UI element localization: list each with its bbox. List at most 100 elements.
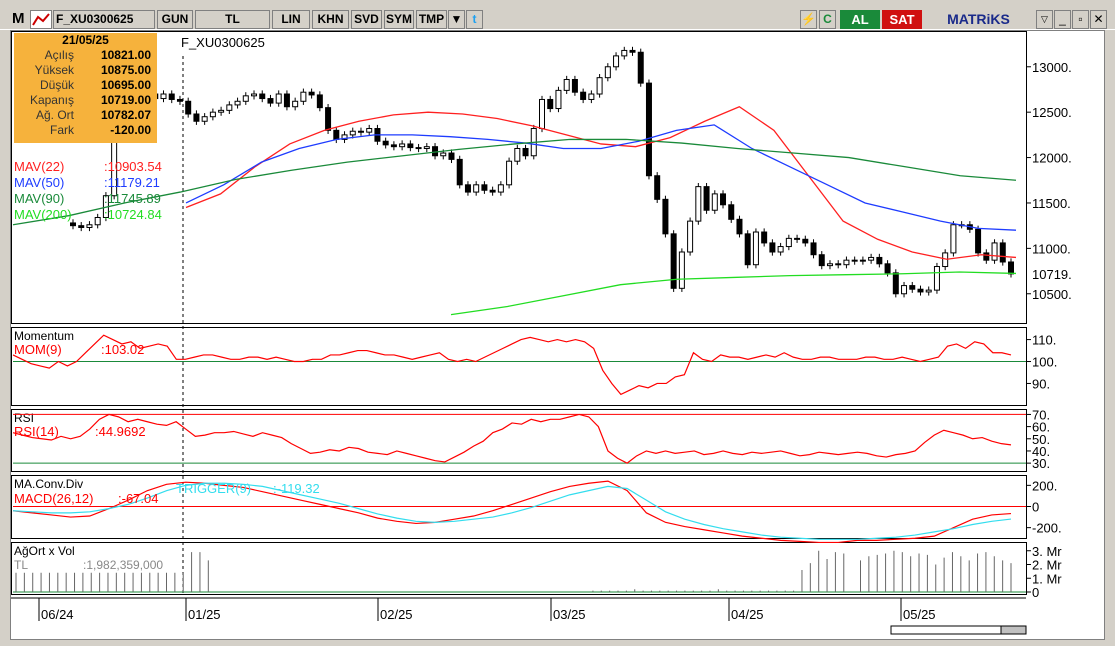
candle <box>423 146 430 149</box>
candle <box>267 98 274 104</box>
info-row: Ağ. Ort 10782.07 <box>14 108 157 123</box>
candle <box>316 94 323 109</box>
date-label: 03/25 <box>553 607 586 622</box>
ma-line-mav22 <box>185 105 1017 260</box>
info-value: 10695.00 <box>100 78 151 92</box>
rsi-line <box>12 413 1012 464</box>
legend-label: MAV(200) <box>14 207 72 222</box>
candle <box>785 237 792 248</box>
info-value: 10719.00 <box>100 93 151 107</box>
candle <box>432 146 439 157</box>
y-tick-label: 11000. <box>1032 241 1071 256</box>
y-tick-label: 13000. <box>1032 60 1072 75</box>
candle <box>349 130 356 136</box>
candle <box>654 175 661 200</box>
candle <box>843 259 850 266</box>
candle <box>613 55 620 68</box>
khn-button[interactable]: KHN <box>312 10 349 29</box>
chart-area: 06/24 01/25 02/25 03/25 04/25 05/25 F_XU030062… <box>10 30 1105 640</box>
currency-button[interactable]: TL <box>195 10 270 29</box>
chart-type-icon[interactable] <box>30 10 52 29</box>
candle <box>506 160 513 186</box>
candle <box>341 134 348 140</box>
refresh-icon[interactable]: C <box>819 10 836 29</box>
candle <box>168 93 175 100</box>
candle <box>802 238 809 244</box>
close-icon[interactable]: ✕ <box>1090 10 1107 29</box>
symbol-box[interactable]: F_XU0300625 <box>53 10 155 29</box>
candle <box>571 78 578 93</box>
candle <box>703 186 710 211</box>
legend-value: :10903.54 <box>104 159 162 174</box>
info-value: 10821.00 <box>100 48 151 62</box>
tmp-button[interactable]: TMP <box>416 10 447 29</box>
candle <box>991 242 998 261</box>
legend-value: :11179.21 <box>104 175 160 190</box>
info-label: Açılış <box>44 48 74 62</box>
period-button[interactable]: GUN <box>157 10 193 29</box>
candle <box>70 222 76 227</box>
candle <box>678 251 685 289</box>
y-tick-label: 0 <box>1032 500 1039 515</box>
candle <box>201 116 208 122</box>
lin-button[interactable]: LIN <box>272 10 310 29</box>
date-label: 05/25 <box>903 607 936 622</box>
momentum-title: Momentum <box>14 329 74 343</box>
candle <box>835 263 842 266</box>
candle <box>226 104 233 111</box>
candle <box>687 220 694 253</box>
candle <box>78 225 85 228</box>
collapse-icon[interactable]: ▽ <box>1036 10 1053 29</box>
y-tick-label: 1. Mr <box>1032 571 1062 586</box>
legend-label: MAV(50) <box>14 175 64 190</box>
dropdown-icon[interactable]: ▼ <box>448 10 465 29</box>
candle <box>185 100 192 115</box>
candle <box>547 98 554 110</box>
last-price-label: 10719. <box>1032 267 1072 282</box>
lightning-icon[interactable]: ⚡ <box>800 10 817 29</box>
candle <box>193 113 200 122</box>
candle <box>728 204 735 220</box>
legend-value: :1,982,359,000 <box>83 558 163 572</box>
legend-value: :10724.84 <box>104 207 162 222</box>
y-tick-label: 70. <box>1032 407 1050 422</box>
pane-border <box>11 327 1027 406</box>
ma-line-mav200 <box>450 271 1017 316</box>
svd-button[interactable]: SVD <box>351 10 382 29</box>
candle <box>251 93 258 97</box>
candle <box>859 259 866 262</box>
sym-button[interactable]: SYM <box>384 10 414 29</box>
legend-label: RSI(14) <box>14 424 59 439</box>
info-row: Açılış 10821.00 <box>14 48 157 63</box>
brand-label: MATRiKS <box>947 11 1010 27</box>
candle <box>818 254 825 267</box>
candle <box>621 49 628 57</box>
info-value: 10875.00 <box>100 63 151 77</box>
pane-border <box>11 409 1027 472</box>
info-label: Kapanış <box>29 93 74 107</box>
ohlc-info-box: 21/05/25 Açılış 10821.00 Yüksek 10875.00 D… <box>14 33 157 143</box>
candle <box>325 107 332 131</box>
restore-icon[interactable]: ▫ <box>1072 10 1089 29</box>
info-label: Ağ. Ort <box>35 108 74 122</box>
candle <box>670 233 677 289</box>
minimize-icon[interactable]: _ <box>1054 10 1071 29</box>
legend-value: :44.9692 <box>95 424 146 439</box>
y-tick-label: 60. <box>1032 420 1050 435</box>
twitter-icon[interactable]: t <box>466 10 483 29</box>
sell-button[interactable]: SAT <box>882 10 922 29</box>
info-value: -120.00 <box>110 123 151 137</box>
date-label: 01/25 <box>188 607 221 622</box>
candle <box>909 285 916 290</box>
candle <box>357 130 364 133</box>
y-tick-label: 11500. <box>1032 196 1071 211</box>
legend-label: TL <box>14 558 28 572</box>
legend-label: TRIGGER(9) <box>176 481 251 496</box>
candle <box>234 100 241 106</box>
candle <box>275 93 282 104</box>
info-label: Yüksek <box>34 63 74 77</box>
buy-button[interactable]: AL <box>840 10 880 29</box>
volume-title: AğOrt x Vol <box>14 544 75 558</box>
candle <box>810 242 817 256</box>
pane-border <box>11 31 1027 324</box>
